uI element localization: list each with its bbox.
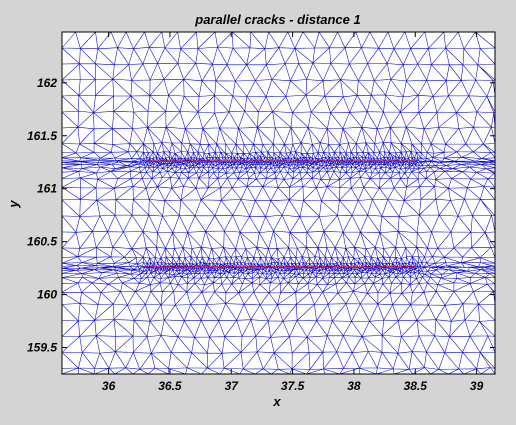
y-axis-ticks: 159.5 160 160.5 161 161.5 162 xyxy=(27,76,495,355)
x-tick-label: 36.5 xyxy=(158,379,182,393)
x-axis-ticks: 36 36.5 37 37.5 38 38.5 39 xyxy=(102,32,484,393)
x-tick-label: 37.5 xyxy=(281,379,305,393)
x-tick-label: 37 xyxy=(225,379,240,393)
x-tick-label: 36 xyxy=(102,379,116,393)
x-tick-label: 39 xyxy=(470,379,484,393)
plot-area xyxy=(62,32,495,374)
y-tick-label: 160.5 xyxy=(27,235,57,249)
y-axis-label: y xyxy=(6,200,21,209)
y-tick-label: 161 xyxy=(37,182,57,196)
y-tick-label: 160 xyxy=(37,288,57,302)
chart-title: parallel cracks - distance 1 xyxy=(194,12,360,27)
y-tick-label: 162 xyxy=(37,76,57,90)
x-axis-label: x xyxy=(272,394,281,409)
crack-layer xyxy=(145,160,416,268)
plot-frame xyxy=(61,31,496,375)
x-tick-label: 38.5 xyxy=(404,379,428,393)
y-tick-label: 159.5 xyxy=(27,341,57,355)
y-tick-label: 161.5 xyxy=(27,129,57,143)
x-tick-label: 38 xyxy=(347,379,361,393)
